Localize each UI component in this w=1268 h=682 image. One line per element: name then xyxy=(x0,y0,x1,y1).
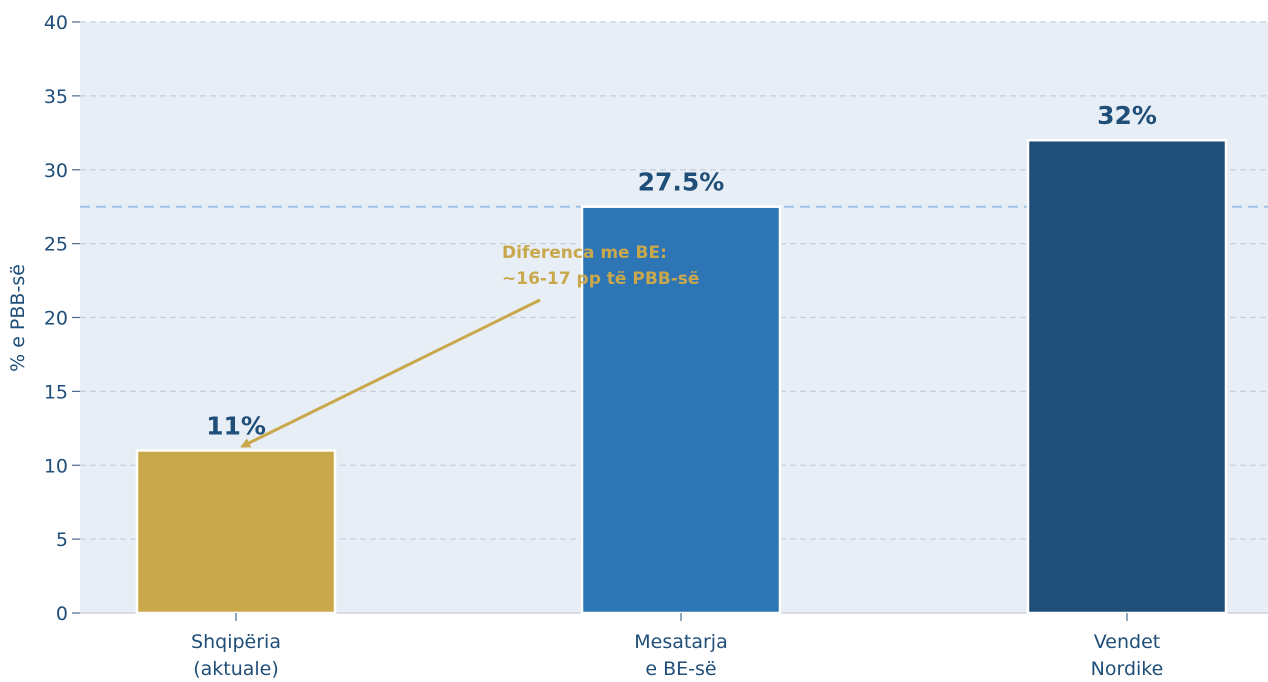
difference-annotation: Diferenca me BE: ~16-17 pp të PBB-së xyxy=(240,243,699,448)
x-tick-label: Shqipëria xyxy=(191,631,281,653)
bar xyxy=(1026,138,1228,615)
x-tick-label: Nordike xyxy=(1091,658,1164,680)
y-axis: 0 5 10 15 20 25 30 35 40 xyxy=(44,12,80,625)
annotation-text: Diferenca me BE: xyxy=(502,243,667,263)
bar-value-label: 32% xyxy=(1097,101,1157,130)
y-tick-label: 15 xyxy=(44,381,68,403)
y-tick-label: 30 xyxy=(44,160,68,182)
y-tick-label: 10 xyxy=(44,455,68,477)
annotation-text: ~16-17 pp të PBB-së xyxy=(502,269,699,289)
x-axis: Shqipëria (aktuale) Mesatarja e BE-së Vendet… xyxy=(191,613,1163,680)
annotation-arrow xyxy=(240,298,541,448)
y-tick-label: 40 xyxy=(44,12,68,34)
bar xyxy=(580,205,782,615)
x-tick-label: e BE-së xyxy=(645,658,716,680)
y-tick-label: 20 xyxy=(44,308,68,330)
bar-value-label: 11% xyxy=(206,411,266,440)
y-tick-label: 35 xyxy=(44,86,68,108)
x-tick-label: (aktuale) xyxy=(193,658,279,680)
y-axis-label: % e PBB-së xyxy=(7,264,29,372)
y-tick-label: 0 xyxy=(56,603,68,625)
x-tick-label: Mesatarja xyxy=(634,631,727,653)
y-tick-label: 5 xyxy=(56,529,68,551)
y-tick-label: 25 xyxy=(44,234,68,256)
bar-value-label: 27.5% xyxy=(638,168,725,197)
x-tick-label: Vendet xyxy=(1094,631,1160,653)
bars: 11% 27.5% 32% xyxy=(135,101,1228,615)
bar xyxy=(135,449,337,615)
